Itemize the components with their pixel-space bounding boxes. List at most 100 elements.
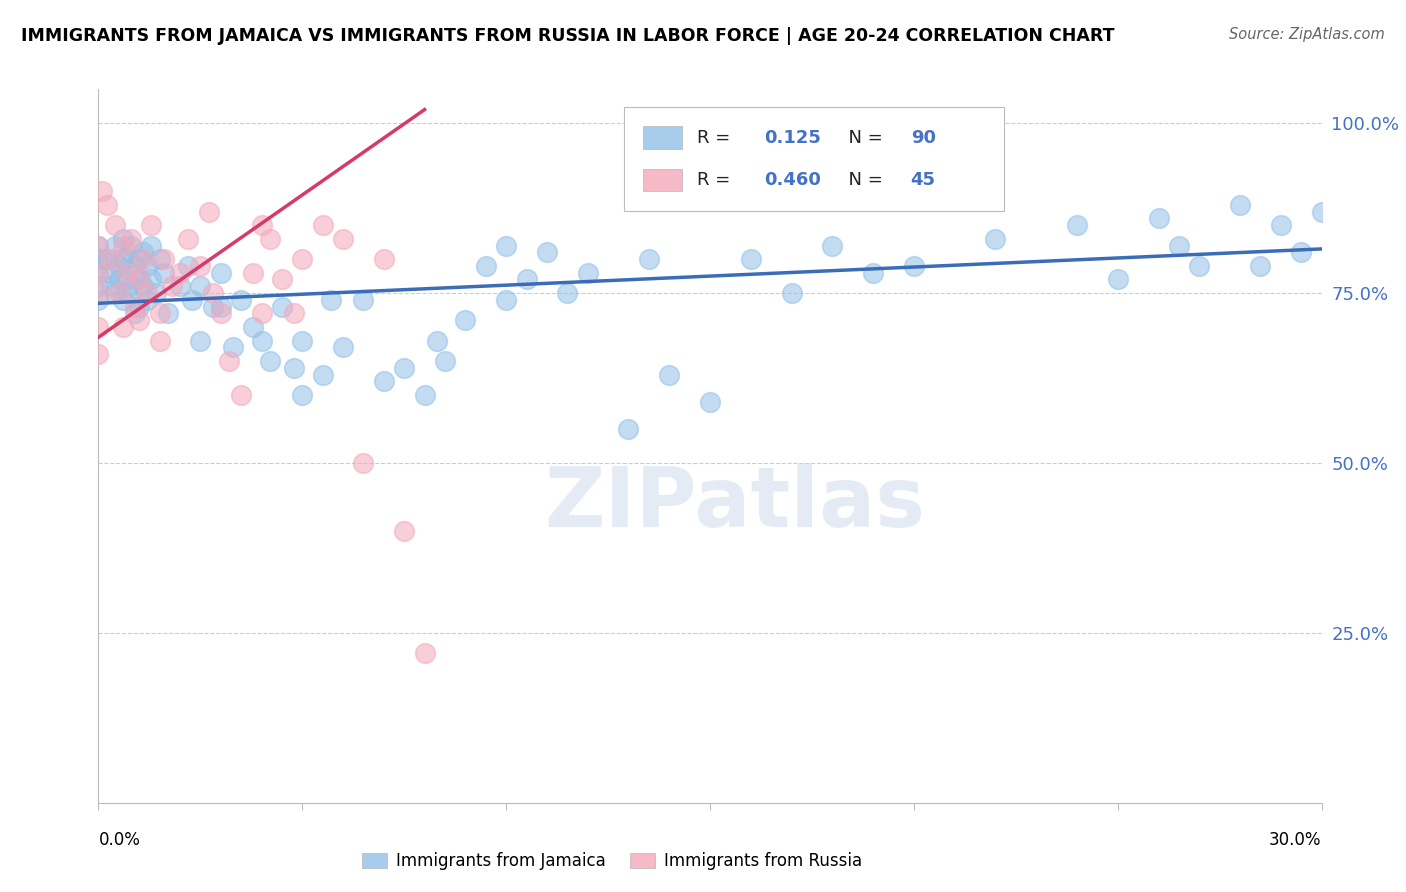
- Point: [291, 334, 314, 348]
- Point: [413, 388, 436, 402]
- Point: [291, 388, 314, 402]
- Point: [87, 266, 110, 280]
- Point: [100, 279, 122, 293]
- Point: [149, 306, 172, 320]
- Point: [209, 266, 232, 280]
- Point: [426, 334, 449, 348]
- Point: [96, 198, 118, 212]
- Point: [152, 266, 174, 280]
- Legend: Immigrants from Jamaica, Immigrants from Russia: Immigrants from Jamaica, Immigrants from…: [356, 846, 869, 877]
- Point: [100, 266, 122, 280]
- Point: [557, 286, 579, 301]
- Point: [177, 259, 200, 273]
- Point: [454, 313, 477, 327]
- Point: [536, 245, 558, 260]
- Point: [152, 252, 174, 266]
- Point: [1107, 272, 1129, 286]
- Point: [87, 238, 110, 252]
- Point: [87, 286, 110, 301]
- Point: [270, 272, 294, 286]
- Point: [250, 218, 273, 232]
- Point: [699, 394, 721, 409]
- Point: [87, 293, 110, 307]
- Point: [124, 300, 146, 314]
- Point: [312, 218, 335, 232]
- Point: [132, 252, 155, 266]
- Point: [128, 313, 150, 327]
- Point: [352, 293, 374, 307]
- Point: [87, 320, 110, 334]
- Point: [111, 320, 134, 334]
- Point: [392, 524, 416, 538]
- Point: [149, 252, 172, 266]
- Point: [984, 232, 1007, 246]
- Text: N =: N =: [837, 171, 889, 189]
- Point: [111, 238, 134, 252]
- Point: [201, 286, 224, 301]
- Point: [141, 272, 163, 286]
- Point: [111, 232, 134, 246]
- Point: [638, 252, 661, 266]
- Point: [120, 232, 142, 246]
- Point: [156, 306, 179, 320]
- Point: [1147, 211, 1170, 226]
- Point: [862, 266, 884, 280]
- Text: ZIPatlas: ZIPatlas: [544, 463, 925, 543]
- Point: [188, 259, 212, 273]
- Text: R =: R =: [696, 171, 735, 189]
- Point: [617, 422, 640, 436]
- Point: [141, 218, 163, 232]
- FancyBboxPatch shape: [624, 107, 1004, 211]
- Point: [291, 252, 314, 266]
- Point: [434, 354, 457, 368]
- Point: [120, 238, 142, 252]
- Point: [160, 279, 183, 293]
- Point: [1310, 204, 1333, 219]
- Point: [373, 375, 395, 389]
- Point: [124, 259, 146, 273]
- Point: [120, 279, 142, 293]
- Point: [250, 334, 273, 348]
- Point: [108, 272, 131, 286]
- Point: [169, 266, 191, 280]
- Point: [169, 279, 191, 293]
- Point: [903, 259, 925, 273]
- Text: N =: N =: [837, 128, 889, 146]
- Point: [136, 286, 159, 301]
- Point: [136, 259, 159, 273]
- Point: [1167, 238, 1189, 252]
- Point: [132, 279, 155, 293]
- Point: [1229, 198, 1251, 212]
- Point: [136, 293, 159, 307]
- Point: [128, 252, 150, 266]
- Point: [128, 272, 150, 286]
- Point: [141, 238, 163, 252]
- Point: [149, 334, 172, 348]
- Point: [332, 341, 354, 355]
- Point: [1188, 259, 1211, 273]
- Point: [222, 341, 245, 355]
- Point: [181, 293, 204, 307]
- Point: [87, 238, 110, 252]
- Point: [312, 368, 335, 382]
- Point: [91, 184, 114, 198]
- Point: [115, 252, 138, 266]
- Point: [352, 456, 374, 470]
- Point: [209, 300, 232, 314]
- Point: [516, 272, 538, 286]
- Point: [283, 306, 305, 320]
- Point: [495, 238, 517, 252]
- Point: [231, 293, 253, 307]
- Point: [242, 266, 264, 280]
- Point: [242, 320, 264, 334]
- Point: [128, 300, 150, 314]
- Point: [87, 279, 110, 293]
- Point: [111, 293, 134, 307]
- Point: [1291, 245, 1313, 260]
- Text: 0.0%: 0.0%: [98, 831, 141, 849]
- Point: [259, 232, 281, 246]
- Point: [188, 334, 212, 348]
- Bar: [643, 126, 682, 149]
- Point: [115, 272, 138, 286]
- Point: [87, 347, 110, 361]
